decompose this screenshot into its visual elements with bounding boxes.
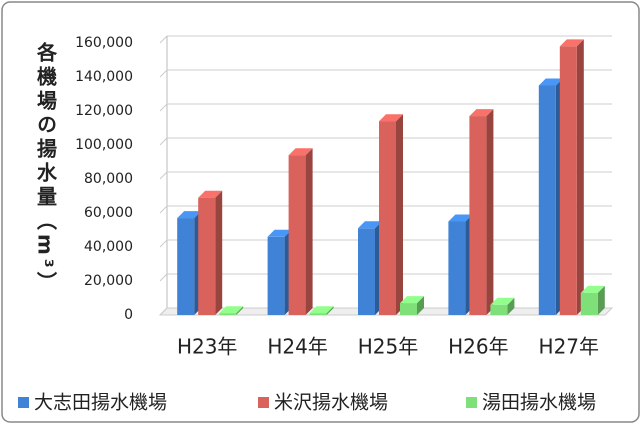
bar (379, 121, 396, 315)
bar-top (379, 114, 403, 122)
bar-top (267, 229, 292, 237)
y-tick-label: 120,000 (75, 103, 133, 119)
bar-side (326, 306, 334, 315)
bar-side (305, 148, 313, 315)
legend-swatch (466, 397, 477, 408)
bar-side (597, 285, 605, 315)
bar-side (215, 190, 223, 315)
bar (538, 85, 556, 315)
bar-top (400, 296, 424, 304)
y-tick-label: 0 (124, 307, 133, 323)
bar (219, 313, 237, 315)
x-tick-label: H27年 (539, 335, 600, 359)
bar (469, 116, 487, 315)
bar-top (490, 297, 515, 305)
bar-top (358, 221, 382, 229)
y-tick-label: 60,000 (84, 205, 133, 221)
y-tick-label: 40,000 (84, 239, 133, 255)
bar (448, 221, 466, 315)
grid-line (159, 137, 612, 146)
y-tick-label: 20,000 (84, 273, 133, 289)
bar-top (469, 109, 494, 117)
grid-line (159, 103, 612, 112)
bar-top (309, 306, 334, 314)
bar-top (198, 190, 223, 198)
bar-top (288, 148, 313, 156)
bar (580, 292, 598, 315)
x-tick-label: H26年 (448, 335, 509, 359)
bar-top (448, 214, 473, 222)
bar (490, 304, 508, 315)
bar-top (219, 306, 244, 314)
bar (267, 236, 285, 315)
legend-swatch (258, 397, 269, 408)
bar-top (177, 211, 202, 219)
bar-top (538, 78, 563, 86)
y-tick-label: 100,000 (75, 137, 133, 153)
grid-line (159, 171, 612, 180)
bar-side (396, 114, 403, 315)
bar (198, 197, 216, 315)
bar-top (580, 285, 605, 293)
bar (400, 303, 417, 315)
legend-label: 湯田揚水機場 (482, 392, 596, 414)
y-tick-label: 160,000 (75, 35, 133, 51)
x-tick-label: H23年 (177, 335, 238, 359)
grid-line (159, 205, 612, 214)
legend-label: 米沢揚水機場 (274, 392, 388, 414)
legend-label: 大志田揚水機場 (34, 392, 167, 414)
bar-side (417, 296, 424, 315)
x-tick-label: H25年 (358, 335, 419, 359)
bar-top (559, 39, 584, 47)
grid-line (159, 35, 612, 44)
bar (559, 46, 577, 316)
bar-side (486, 109, 494, 315)
grid-line (159, 69, 612, 78)
bar-side (507, 297, 515, 315)
bar-side (576, 39, 584, 316)
bar (177, 218, 195, 315)
y-tick-label: 140,000 (75, 69, 133, 85)
y-axis-label: 各機場の揚水量（m³） (34, 41, 58, 296)
bar-side (236, 306, 244, 315)
y-tick-label: 80,000 (84, 171, 133, 187)
x-tick-label: H24年 (267, 335, 328, 359)
legend-swatch (18, 397, 29, 408)
bar (358, 228, 375, 315)
bar (309, 313, 327, 315)
bar (288, 155, 306, 315)
